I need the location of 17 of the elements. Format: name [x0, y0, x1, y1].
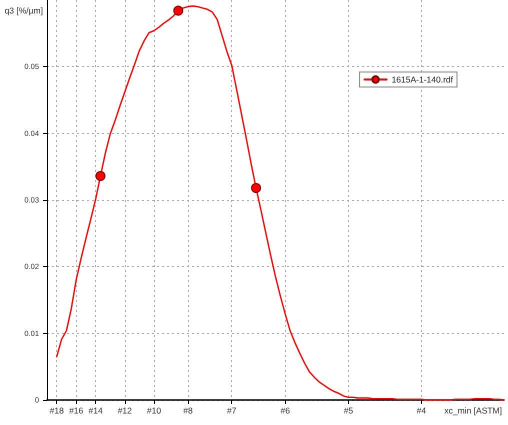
point: [173, 6, 184, 16]
legend-label: 1615A-1-140.rdf: [392, 74, 454, 84]
point: [95, 171, 106, 181]
x-tick-label: #7: [227, 406, 237, 416]
x-tick-label: #8: [183, 406, 193, 416]
line-series: [56, 5, 505, 401]
x-tick-label: #18: [50, 406, 64, 416]
x-tick-label: #6: [280, 406, 290, 416]
x-tick-label: #14: [88, 406, 103, 416]
point: [251, 183, 262, 193]
x-tick-label: #5: [344, 406, 354, 416]
y-axis-title: q3 [%/µm]: [4, 6, 43, 16]
x-tick-label: #12: [118, 406, 132, 416]
x-tick-label: #4: [416, 406, 426, 416]
x-axis-title: xc_min [ASTM]: [444, 406, 502, 416]
x-tick-label: #10: [146, 406, 162, 416]
x-tick-label: #16: [69, 406, 84, 416]
